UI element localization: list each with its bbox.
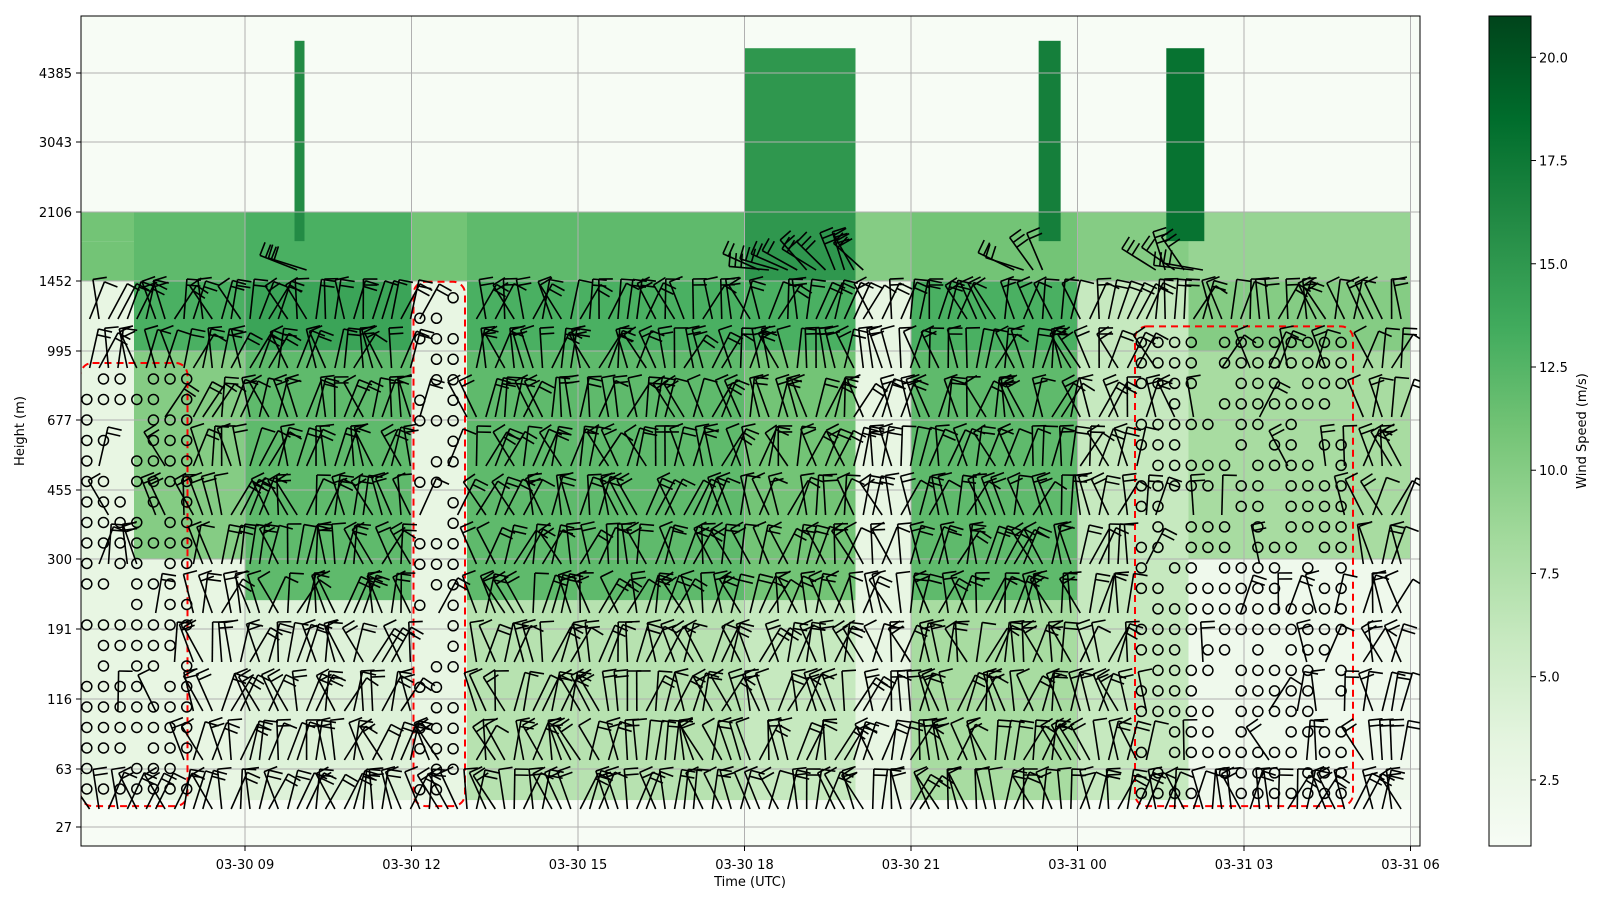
y-tick-label: 3043 xyxy=(39,136,72,151)
y-tick-label: 27 xyxy=(55,821,72,836)
x-tick-label: 03-30 12 xyxy=(382,858,440,873)
colorbar-tick-label: 17.5 xyxy=(1539,155,1568,170)
colorbar-tick-label: 15.0 xyxy=(1539,258,1568,273)
heat-cell xyxy=(1189,212,1411,281)
colorbar-tick-label: 5.0 xyxy=(1539,671,1560,686)
y-tick-label: 116 xyxy=(47,693,72,708)
heat-cell xyxy=(79,212,135,241)
y-tick-label: 300 xyxy=(47,553,72,568)
y-tick-label: 1452 xyxy=(39,275,72,290)
colorbar-tick-label: 20.0 xyxy=(1539,51,1568,66)
x-tick-label: 03-31 00 xyxy=(1048,858,1106,873)
colorbar-tick-label: 10.0 xyxy=(1539,464,1568,479)
colorbar-tick-label: 7.5 xyxy=(1539,567,1560,582)
x-tick-label: 03-30 09 xyxy=(216,858,274,873)
heat-cell xyxy=(134,212,245,281)
heat-cell xyxy=(79,241,135,281)
x-tick-label: 03-31 03 xyxy=(1215,858,1273,873)
heat-cell xyxy=(412,212,468,281)
high-wind-column xyxy=(295,41,305,241)
colorbar-tick-label: 2.5 xyxy=(1539,774,1560,789)
colorbar xyxy=(1489,16,1531,846)
x-tick-label: 03-31 06 xyxy=(1381,858,1439,873)
y-tick-label: 4385 xyxy=(39,67,72,82)
high-wind-column xyxy=(1039,41,1061,241)
y-axis: 27 63 116 191 300 455 677 995 1452 2106 3043 4385 xyxy=(39,67,81,836)
heat-cell xyxy=(467,212,745,281)
y-tick-label: 191 xyxy=(47,623,72,638)
y-axis-label: Height (m) xyxy=(13,396,28,466)
x-axis-label: Time (UTC) xyxy=(713,875,786,890)
y-tick-label: 995 xyxy=(47,345,72,360)
x-tick-label: 03-30 21 xyxy=(882,858,940,873)
heat-cell xyxy=(856,212,912,281)
x-axis: 03-30 09 03-30 12 03-30 15 03-30 18 03-30 21… xyxy=(216,846,1440,873)
y-tick-label: 2106 xyxy=(39,206,72,221)
y-tick-label: 677 xyxy=(47,414,72,429)
x-tick-label: 03-30 15 xyxy=(549,858,607,873)
y-tick-label: 63 xyxy=(55,763,72,778)
y-tick-label: 455 xyxy=(47,484,72,499)
heat-cell xyxy=(856,281,912,800)
colorbar-ticks: 2.5 5.0 7.5 10.0 12.5 15.0 17.5 20.0 xyxy=(1531,51,1568,789)
x-tick-label: 03-30 18 xyxy=(715,858,773,873)
colorbar-tick-label: 12.5 xyxy=(1539,361,1568,376)
colorbar-label: Wind Speed (m/s) xyxy=(1575,373,1590,489)
